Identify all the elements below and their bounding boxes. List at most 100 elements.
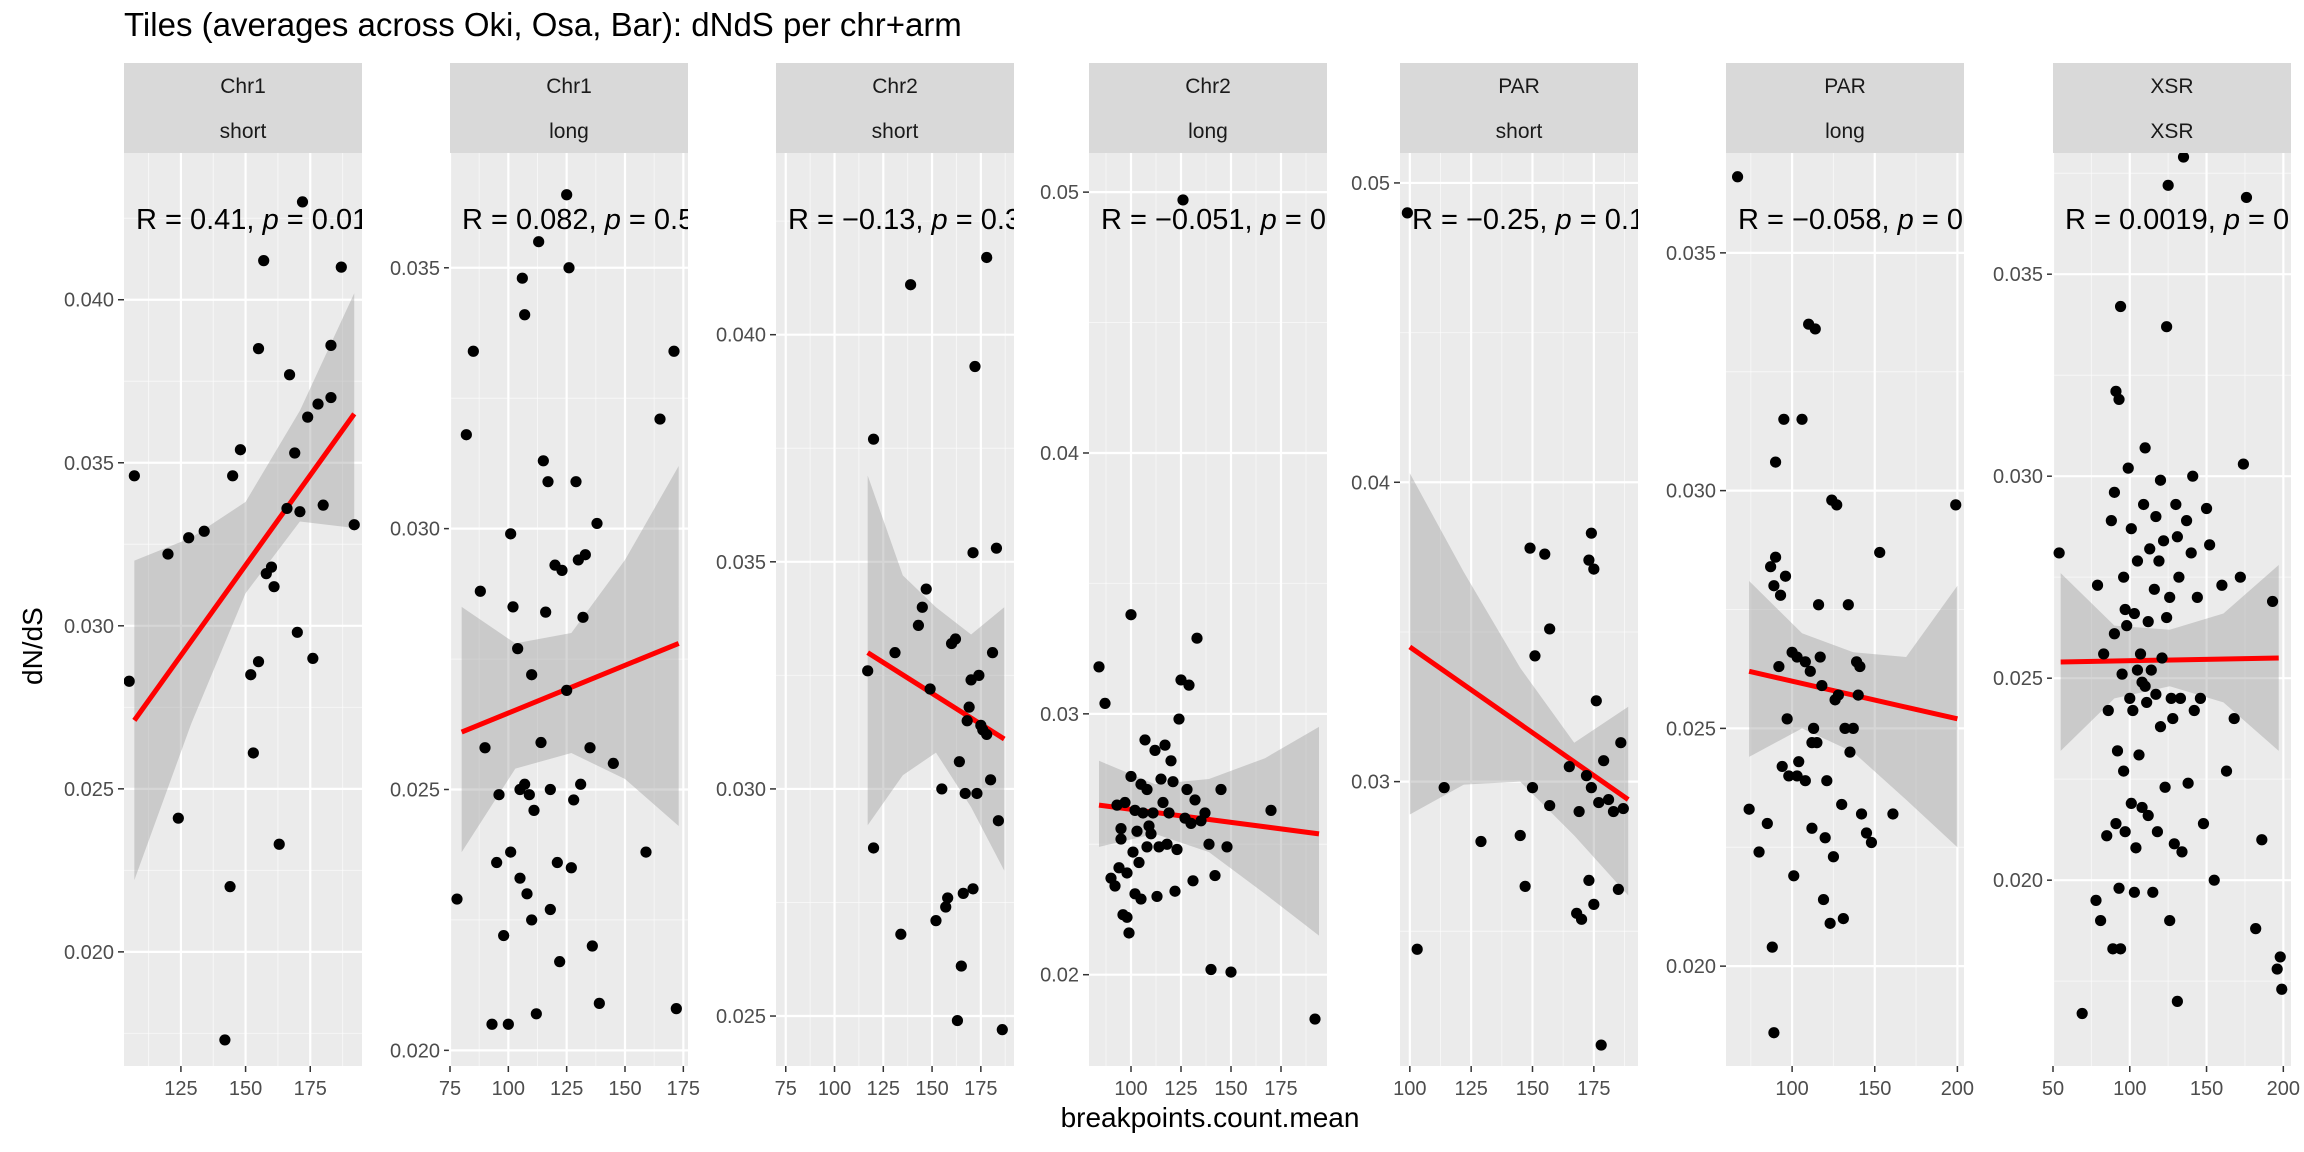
y-tick-label: 0.05 (1040, 182, 1079, 204)
data-point (2130, 842, 2142, 854)
data-point (2177, 153, 2190, 163)
data-point (1109, 880, 1121, 892)
correlation-annotation: R = −0.25, p = 0.1 (1412, 204, 1645, 236)
data-point (505, 846, 517, 858)
data-point (1783, 770, 1795, 782)
data-point (227, 470, 239, 482)
y-tick-label: 0.020 (1993, 870, 2043, 892)
data-point (551, 856, 563, 869)
data-point (1161, 838, 1173, 850)
y-tick-label: 0.035 (390, 258, 440, 280)
data-point (479, 742, 491, 754)
y-tick-label: 0.040 (64, 290, 114, 312)
panel-content: R = −0.058, p = 0.6 (1731, 171, 1964, 1039)
panel-background (776, 153, 1014, 1066)
correlation-annotation: R = −0.13, p = 0.3 (788, 204, 1021, 236)
data-point (1765, 561, 1777, 573)
data-point (1575, 913, 1588, 925)
facet-panel-2: 0.020 0.025 0.030 0.035 75 100 125 150 175 Chr1 lo… (390, 63, 700, 1100)
data-point (593, 997, 605, 1009)
data-point (544, 783, 556, 796)
data-point (2111, 745, 2124, 757)
strip-label-chromosome: XSR (2150, 75, 2193, 98)
data-point (493, 789, 505, 801)
y-tick-label: 0.020 (390, 1040, 440, 1062)
x-tick-label: 150 (1516, 1078, 1549, 1100)
data-point (1855, 808, 1868, 820)
data-point (591, 517, 603, 530)
data-point (540, 606, 552, 618)
data-point (2157, 535, 2170, 547)
data-point (2154, 721, 2167, 733)
data-point (2200, 502, 2213, 515)
x-tick-label: 175 (667, 1078, 700, 1100)
data-point (1177, 194, 1189, 206)
data-point (1768, 1027, 1780, 1039)
data-point (2114, 943, 2127, 955)
data-point (1865, 836, 1878, 849)
data-point (1181, 783, 1193, 796)
data-point (526, 669, 538, 681)
data-point (930, 915, 942, 927)
data-point (325, 391, 337, 404)
data-point (1171, 843, 1183, 856)
data-point (1831, 499, 1843, 511)
data-point (2110, 818, 2122, 830)
data-point (2101, 830, 2113, 842)
panel-content: R = 0.082, p = 0.5 (451, 189, 688, 1030)
data-point (981, 251, 993, 264)
data-point (996, 1024, 1008, 1036)
data-point (1793, 756, 1805, 768)
data-point (1155, 773, 1167, 785)
data-point (1769, 456, 1782, 468)
y-tick-label: 0.02 (1040, 965, 1079, 987)
data-point (2161, 321, 2173, 333)
regression-line (2060, 655, 2279, 665)
data-point (1590, 695, 1602, 707)
data-point (953, 756, 965, 768)
data-point (654, 413, 666, 425)
data-point (2125, 523, 2137, 535)
data-point (1526, 782, 1539, 794)
data-point (2187, 470, 2199, 482)
data-point (1121, 911, 1133, 923)
data-point (1796, 413, 1808, 425)
data-point (2150, 510, 2162, 523)
x-tick-label: 175 (294, 1078, 327, 1100)
data-point (265, 561, 278, 573)
data-point (2105, 515, 2117, 527)
data-point (502, 1018, 514, 1030)
data-point (955, 960, 967, 972)
y-tick-label: 0.035 (1666, 243, 1716, 265)
data-point (957, 887, 969, 899)
data-point (2128, 607, 2140, 620)
x-tick-label: 200 (2267, 1078, 2300, 1100)
data-point (2156, 652, 2168, 664)
data-point (2197, 818, 2210, 830)
data-point (570, 476, 582, 488)
data-point (1731, 171, 1744, 183)
y-tick-label: 0.025 (1666, 718, 1716, 740)
data-point (2137, 498, 2150, 511)
data-point (1773, 660, 1785, 673)
y-tick-label: 0.030 (390, 519, 440, 541)
data-point (2125, 797, 2137, 810)
data-point (2170, 498, 2182, 511)
y-tick-label: 0.04 (1040, 443, 1079, 465)
data-point (348, 519, 360, 531)
data-point (2162, 179, 2174, 191)
data-point (533, 236, 545, 248)
data-point (2124, 692, 2136, 704)
data-point (2167, 712, 2179, 725)
data-point (2176, 846, 2188, 858)
data-point (2121, 620, 2133, 632)
data-point (1807, 722, 1820, 734)
data-point (2161, 611, 2173, 624)
data-point (586, 940, 598, 952)
data-point (2228, 712, 2240, 725)
data-point (563, 262, 575, 274)
confidence-band (461, 466, 679, 853)
data-point (1165, 755, 1177, 767)
strip-label-arm: long (549, 120, 589, 143)
data-point (1854, 660, 1866, 673)
